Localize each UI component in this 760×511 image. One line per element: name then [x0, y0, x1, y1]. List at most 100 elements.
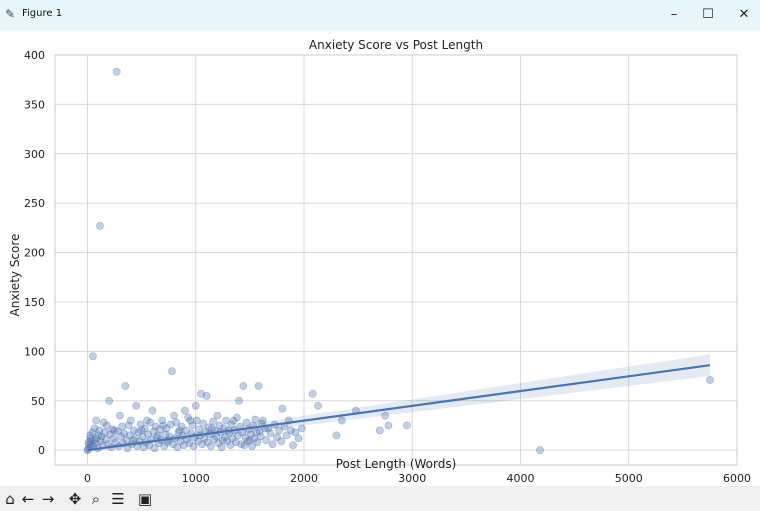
- scatter-point: [84, 438, 93, 447]
- scatter-point: [184, 413, 193, 422]
- scatter-point: [234, 431, 242, 440]
- scatter-point: [191, 401, 200, 410]
- scatter-point: [209, 417, 217, 426]
- window-titlebar: ✎ Figure 1 – ☐ ✕: [0, 0, 760, 30]
- scatter-point: [227, 420, 236, 429]
- scatter-point: [217, 443, 226, 452]
- scatter-point: [96, 222, 104, 230]
- scatter-point: [332, 431, 341, 440]
- scatter-point: [148, 406, 157, 415]
- scatter-point: [268, 440, 277, 449]
- scatter-point: [134, 428, 143, 437]
- zoom-icon[interactable]: ⌕: [91, 490, 101, 508]
- scatter-point: [92, 416, 101, 425]
- scatter-point: [173, 443, 182, 452]
- scatter-point: [297, 424, 306, 433]
- scatter-point: [153, 431, 162, 440]
- scatter-point: [241, 433, 250, 442]
- scatter-point: [162, 424, 171, 433]
- scatter-point: [255, 427, 264, 436]
- scatter-point: [193, 437, 202, 446]
- scatter-point: [198, 440, 207, 449]
- scatter-point: [240, 441, 249, 450]
- minimize-button[interactable]: –: [670, 7, 678, 22]
- scatter-point: [105, 396, 114, 405]
- scatter-point: [308, 389, 317, 398]
- scatter-point: [221, 433, 229, 442]
- scatter-point: [132, 401, 141, 410]
- scatter-point: [206, 442, 215, 451]
- scatter-point: [139, 443, 148, 452]
- scatter-point: [138, 432, 147, 441]
- scatter-point: [247, 430, 255, 439]
- scatter-point: [117, 432, 125, 441]
- scatter-point: [97, 432, 106, 441]
- scatter-point: [88, 352, 97, 361]
- scatter-point: [291, 428, 300, 437]
- scatter-point: [126, 416, 135, 425]
- y-tick-label: 250: [24, 197, 45, 210]
- scatter-point: [106, 430, 115, 439]
- close-button[interactable]: ✕: [738, 7, 750, 22]
- figure-canvas[interactable]: 0 1000 2000 3000 4000 5000 6000 0 50 100 150 200 25…: [0, 30, 760, 486]
- y-tick-label: 350: [24, 98, 45, 111]
- scatter-point: [314, 401, 322, 410]
- matplotlib-icon: ✎: [5, 7, 16, 21]
- scatter-point: [282, 431, 291, 440]
- scatter-point: [136, 420, 145, 429]
- grid: [55, 54, 738, 465]
- y-tick-label: 100: [24, 345, 45, 358]
- scatter-point: [87, 437, 96, 446]
- scatter-point: [248, 442, 256, 451]
- scatter-point: [170, 411, 178, 420]
- scatter-point: [226, 441, 235, 450]
- scatter-point: [146, 418, 155, 427]
- scatter-point: [94, 431, 103, 440]
- scatter-point: [278, 404, 287, 413]
- scatter-point: [197, 389, 206, 398]
- scatter-point: [156, 425, 164, 434]
- scatter-point: [144, 430, 152, 439]
- save-icon[interactable]: ▣: [137, 490, 153, 508]
- scatter-point: [149, 427, 158, 436]
- scatter-point: [120, 429, 129, 438]
- y-tick-label: 300: [24, 148, 45, 161]
- scatter-point: [258, 416, 267, 425]
- scatter-point: [229, 416, 238, 425]
- scatter-point: [256, 432, 265, 441]
- back-arrow-icon[interactable]: ←: [21, 490, 35, 508]
- scatter-point: [215, 421, 224, 430]
- scatter-point: [250, 434, 259, 443]
- y-tick-label: 150: [24, 296, 45, 309]
- scatter-point: [203, 438, 212, 447]
- scatter-point: [150, 444, 159, 453]
- maximize-button[interactable]: ☐: [702, 7, 714, 22]
- scatter-point: [252, 428, 261, 437]
- scatter-point: [218, 436, 227, 445]
- y-tick-label: 200: [24, 247, 45, 260]
- x-tick-label: 2000: [290, 472, 318, 485]
- scatter-point: [92, 434, 101, 443]
- scatter-point: [161, 430, 170, 439]
- scatter-point: [101, 435, 110, 444]
- configure-subplots-icon[interactable]: ☰: [111, 490, 125, 508]
- scatter-point: [86, 431, 95, 440]
- scatter-point: [116, 411, 124, 420]
- regression-line: [87, 364, 711, 452]
- forward-arrow-icon[interactable]: →: [41, 490, 55, 508]
- scatter-point: [254, 382, 263, 390]
- scatter-point: [228, 434, 237, 443]
- pan-icon[interactable]: ✥: [68, 490, 82, 508]
- scatter-point: [86, 434, 95, 443]
- scatter-point: [100, 428, 109, 437]
- home-icon[interactable]: ⌂: [5, 490, 15, 508]
- scatter-point: [210, 435, 219, 444]
- scatter-point: [375, 426, 384, 435]
- chart-title: Anxiety Score vs Post Length: [309, 38, 483, 52]
- scatter-point: [384, 421, 393, 430]
- scatter-point: [239, 382, 248, 390]
- scatter-point: [108, 425, 117, 434]
- scatter-point: [103, 421, 111, 430]
- scatter-point: [182, 426, 190, 435]
- scatter-point: [158, 416, 167, 425]
